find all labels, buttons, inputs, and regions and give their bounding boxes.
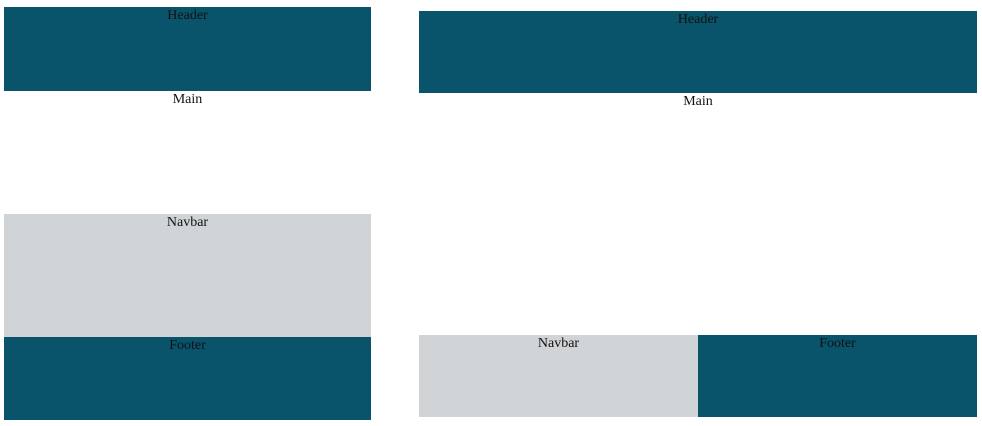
footer-label: Footer: [169, 338, 206, 353]
main-region: Main: [419, 93, 977, 335]
main-label: Main: [683, 94, 713, 109]
navbar-region: Navbar: [4, 214, 371, 337]
main-label: Main: [173, 92, 203, 107]
navbar-label: Navbar: [167, 215, 208, 230]
layout-split-bottom: Header Main Navbar Footer: [419, 11, 977, 417]
header-label: Header: [678, 12, 718, 27]
footer-region: Footer: [4, 337, 371, 420]
header-region: Header: [419, 11, 977, 93]
footer-label: Footer: [819, 336, 856, 351]
header-label: Header: [167, 8, 207, 23]
layout-stacked: Header Main Navbar Footer: [4, 7, 371, 420]
header-region: Header: [4, 7, 371, 91]
navbar-label: Navbar: [538, 336, 579, 351]
main-region: Main: [4, 91, 371, 214]
footer-region: Footer: [698, 335, 977, 417]
navbar-region: Navbar: [419, 335, 698, 417]
